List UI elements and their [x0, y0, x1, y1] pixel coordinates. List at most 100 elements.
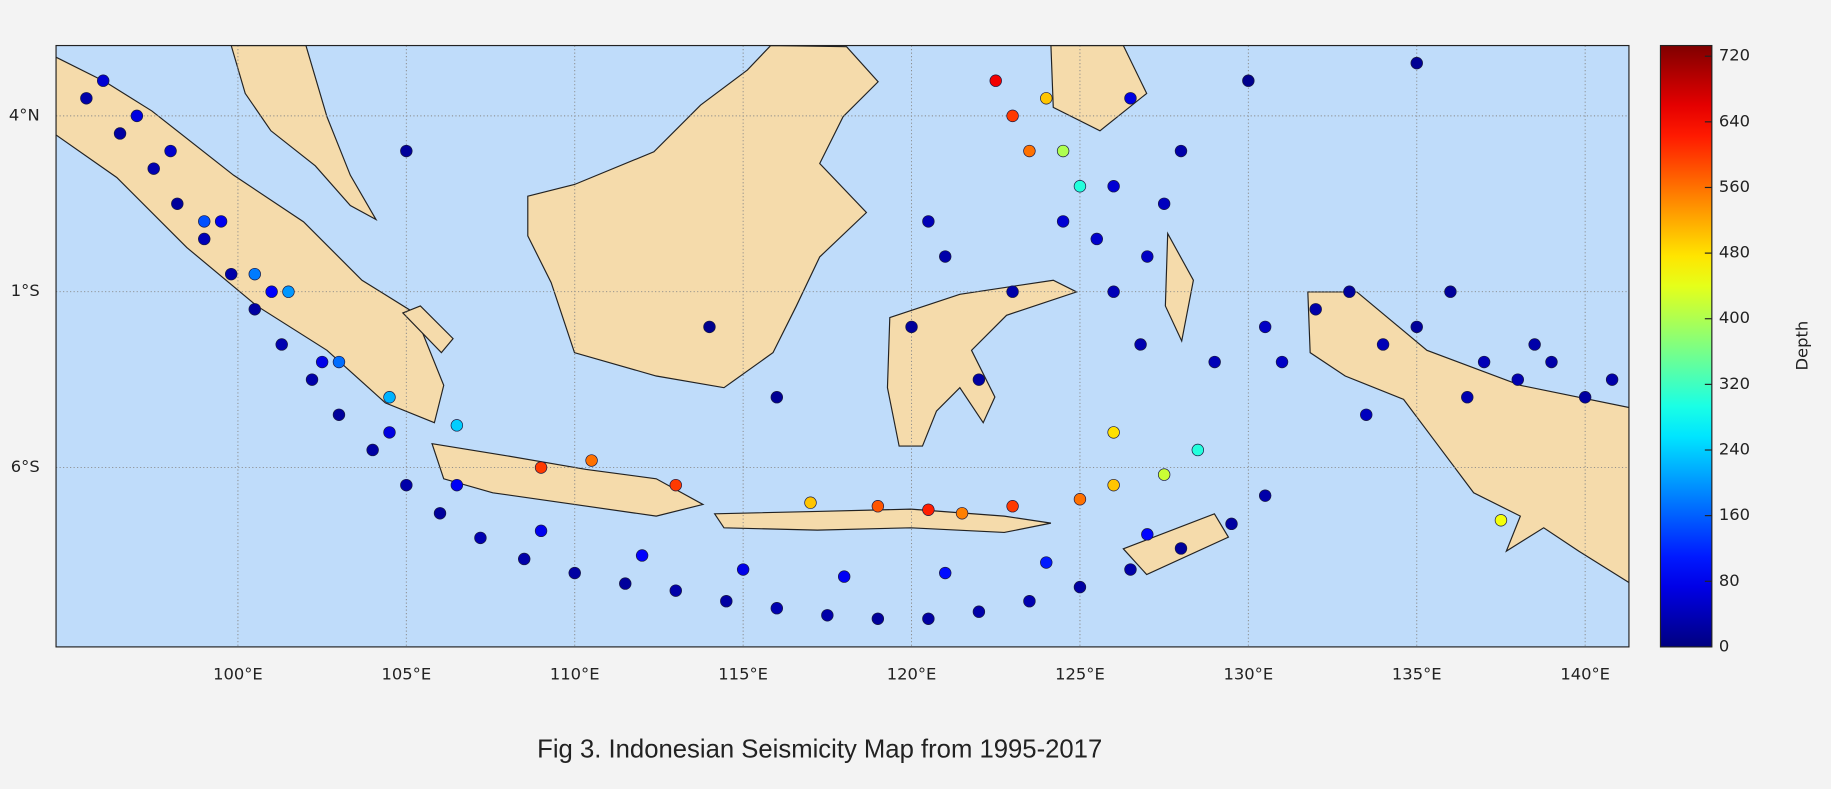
quake-point [383, 426, 396, 439]
quake-point [518, 552, 531, 566]
quake-point [770, 602, 784, 615]
sulawesi [886, 279, 1079, 447]
quake-point [922, 503, 935, 516]
bangka [401, 305, 454, 354]
quake-point [383, 391, 396, 404]
quake-point [1545, 355, 1558, 369]
quake-point [989, 74, 1002, 87]
quake-point [198, 215, 211, 228]
quake-point [130, 109, 144, 123]
quake-point [972, 605, 986, 618]
quake-point [1208, 355, 1221, 369]
y-tick-label: 6°S [11, 457, 40, 476]
malay-peninsula [230, 45, 378, 222]
quake-point [225, 267, 238, 281]
quake-point [720, 594, 733, 608]
quake-point [315, 355, 329, 369]
quake-point [1141, 250, 1154, 263]
quake-point [113, 127, 127, 140]
quake-point [1410, 320, 1423, 334]
quake-point [97, 74, 110, 87]
quake-point [1006, 285, 1019, 298]
map-frame [55, 44, 1630, 648]
quake-point [1090, 232, 1103, 246]
colorbar-tick-label: 720 [1719, 46, 1750, 65]
quake-point [922, 215, 935, 228]
borneo [527, 45, 879, 389]
quake-point [1023, 144, 1036, 158]
y-tick-label: 1°S [11, 281, 40, 300]
quake-point [1056, 215, 1070, 228]
quake-point [171, 197, 184, 210]
quake-point [837, 570, 851, 583]
quake-point [1141, 528, 1154, 541]
x-tick-label: 110°E [550, 664, 600, 683]
quake-point [1410, 56, 1423, 70]
quake-point [1376, 338, 1390, 351]
halmahera [1164, 231, 1195, 343]
quake-point [1309, 303, 1322, 316]
points [80, 56, 1619, 625]
quake-point [1073, 580, 1087, 594]
colorbar-tick-label: 400 [1719, 308, 1750, 327]
caption: Fig 3. Indonesian Seismicity Map from 19… [537, 736, 1102, 764]
x-tick-label: 120°E [887, 664, 937, 683]
quake-point [955, 507, 969, 520]
quake-point [905, 320, 918, 334]
x-tick-label: 105°E [382, 664, 432, 683]
quake-point [619, 577, 632, 590]
quake-point [275, 338, 288, 351]
quake-point [305, 373, 319, 386]
quake-point [939, 566, 952, 580]
quake-point [1360, 408, 1373, 421]
quake-point [1107, 180, 1120, 193]
colorbar-tick-label: 480 [1719, 243, 1750, 262]
quake-point [534, 461, 548, 474]
figure: 0 80 160 240 320 400 480 560 640 720 Depth Fig 3.… [9, 44, 1811, 764]
timor [1122, 513, 1230, 576]
quake-point [80, 92, 93, 105]
colorbar-tick-label: 160 [1719, 505, 1750, 524]
quake-point [474, 531, 487, 545]
quake-point [450, 419, 464, 432]
x-tick-label: 125°E [1055, 664, 1105, 683]
quake-point [433, 507, 447, 520]
quake-point [922, 612, 935, 625]
quake-point [147, 162, 160, 175]
quake-point [1157, 197, 1171, 210]
quake-point [1023, 594, 1036, 608]
quake-point [972, 373, 986, 386]
quake-point [1605, 373, 1619, 386]
quake-point [164, 144, 177, 158]
quake-point [1242, 74, 1255, 87]
x-tick-label: 100°E [213, 664, 263, 683]
quake-point [1259, 320, 1272, 334]
quake-point [1494, 514, 1508, 527]
quake-point [400, 144, 413, 158]
quake-point [871, 612, 885, 625]
quake-point [1528, 338, 1541, 351]
y-tick-label: 4°N [9, 105, 40, 124]
quake-point [214, 215, 228, 228]
quake-point [1056, 144, 1070, 158]
quake-point [1040, 556, 1053, 569]
quake-point [1107, 478, 1120, 492]
x-tick-label: 130°E [1224, 664, 1274, 683]
quake-point [1259, 489, 1272, 502]
quake-point [1157, 468, 1171, 481]
quake-point [1107, 285, 1120, 298]
colorbar [1659, 44, 1713, 648]
colorbar-tick-label: 640 [1719, 111, 1750, 130]
quake-point [669, 478, 682, 492]
quake-point [1040, 92, 1053, 105]
quake-point [635, 549, 649, 562]
quake-point [821, 609, 834, 622]
quake-point [568, 566, 581, 580]
quake-point [1134, 338, 1147, 351]
quake-point [1444, 285, 1457, 298]
quake-point [1006, 500, 1019, 513]
x-tick-label: 135°E [1392, 664, 1442, 683]
quake-point [1124, 563, 1137, 576]
quake-point [1461, 391, 1474, 404]
